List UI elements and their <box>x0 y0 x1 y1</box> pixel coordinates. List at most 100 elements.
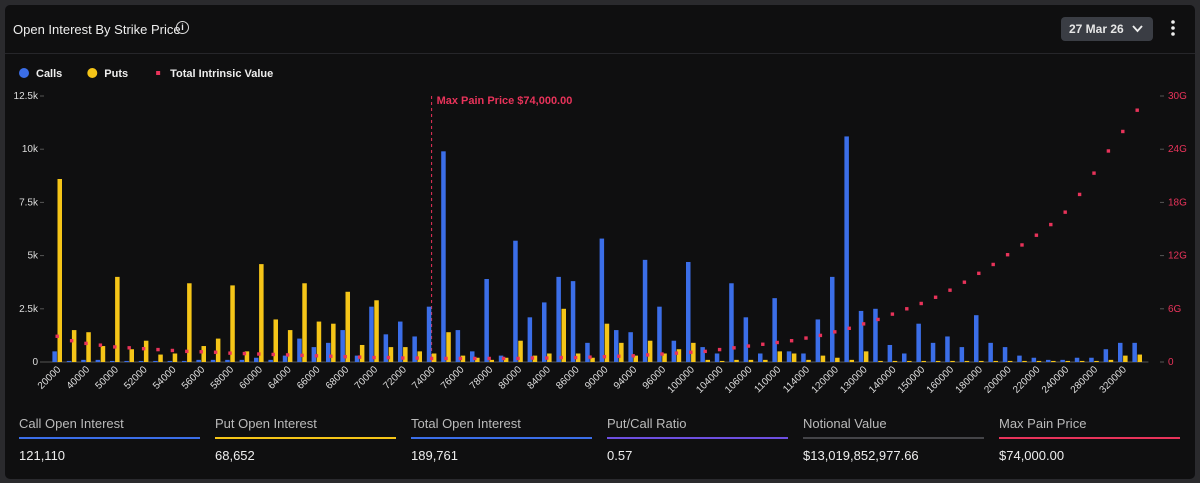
bar <box>1137 354 1142 362</box>
bar <box>239 359 245 362</box>
bar <box>892 360 898 362</box>
stat-card: Put Open Interest 68,652 <box>215 416 396 463</box>
bar <box>604 323 610 362</box>
dot <box>905 307 909 311</box>
x-tick-label: 58000 <box>209 364 237 392</box>
bar <box>777 351 782 362</box>
bar <box>556 276 561 362</box>
bar <box>86 332 91 362</box>
bar <box>282 355 288 362</box>
stat-label: Notional Value <box>803 416 887 431</box>
date-dropdown[interactable]: 27 Mar 26 <box>1061 17 1153 41</box>
bar <box>964 360 970 362</box>
dot <box>314 354 319 358</box>
bar <box>561 308 566 362</box>
bar <box>513 240 518 362</box>
info-icon[interactable]: i <box>176 21 189 34</box>
bar <box>734 359 739 362</box>
dot <box>444 356 448 361</box>
dot <box>948 288 952 292</box>
bar <box>215 338 221 362</box>
bar <box>230 285 235 362</box>
bar <box>820 355 826 362</box>
dot <box>1049 222 1053 227</box>
dot <box>761 342 765 346</box>
bar <box>902 353 907 362</box>
bar <box>225 359 230 362</box>
dot <box>343 354 347 359</box>
legend-marker <box>87 68 98 78</box>
x-tick-label: 68000 <box>324 364 352 392</box>
bar <box>470 351 475 362</box>
dot <box>1034 233 1039 237</box>
bar <box>950 360 955 362</box>
bar <box>311 347 317 362</box>
bar <box>326 342 331 362</box>
bar <box>66 360 72 362</box>
dot <box>242 351 247 356</box>
bar <box>945 336 950 362</box>
bar <box>1089 357 1094 362</box>
dot <box>876 317 880 322</box>
dot <box>645 353 650 357</box>
bar <box>1036 360 1042 362</box>
dot <box>156 347 160 352</box>
bar <box>1123 355 1128 362</box>
bar <box>570 281 576 362</box>
bar <box>642 259 648 362</box>
bar <box>758 353 763 362</box>
bar <box>95 359 101 362</box>
bar <box>1002 347 1008 362</box>
date-label: 27 Mar 26 <box>1069 22 1124 36</box>
bar <box>959 347 965 362</box>
stat-value: $13,019,852,977.66 <box>803 448 919 463</box>
y-tick-label: 5k <box>27 251 39 262</box>
bar <box>1132 342 1137 362</box>
bar <box>1079 360 1085 362</box>
stat-label: Put/Call Ratio <box>607 416 687 431</box>
stat-label: Call Open Interest <box>19 416 124 431</box>
dot <box>285 353 290 357</box>
bar <box>475 357 480 362</box>
bar <box>369 306 374 362</box>
bar <box>259 264 264 362</box>
bar <box>887 344 893 362</box>
x-tick-label: 84000 <box>525 364 553 392</box>
bar <box>633 355 638 362</box>
stat-card: Total Open Interest 189,761 <box>411 416 592 463</box>
dot <box>602 354 607 359</box>
stat-underline <box>803 437 984 439</box>
dot <box>588 355 592 359</box>
bar <box>172 353 178 362</box>
bar <box>1065 360 1070 362</box>
bar <box>590 357 595 362</box>
bar <box>412 336 417 362</box>
bar <box>71 330 77 362</box>
dot <box>501 356 506 361</box>
dot <box>487 356 491 361</box>
dot <box>977 271 981 276</box>
bar <box>484 279 489 362</box>
bar <box>417 351 422 362</box>
x-tick-label: 100000 <box>666 364 698 396</box>
bar <box>268 359 273 362</box>
menu-button[interactable] <box>1170 19 1176 37</box>
x-tick-label: 78000 <box>468 364 496 392</box>
bar <box>1046 359 1051 362</box>
x-tick-label: 80000 <box>497 364 525 392</box>
bar <box>988 342 993 362</box>
legend-label: Calls <box>36 68 62 80</box>
annotation: Max Pain Price $74,000.00 <box>437 95 573 107</box>
x-tick-label: 114000 <box>781 364 812 395</box>
y2-tick-label: 6G <box>1168 304 1182 315</box>
bar <box>441 151 446 362</box>
bar <box>599 238 605 362</box>
bar <box>273 319 278 362</box>
bar <box>748 359 754 362</box>
bar <box>647 340 653 362</box>
stat-value: 68,652 <box>215 448 255 463</box>
dot <box>185 349 189 354</box>
x-tick-label: 70000 <box>353 364 381 392</box>
chevron <box>1132 25 1143 33</box>
bar <box>1022 360 1027 362</box>
